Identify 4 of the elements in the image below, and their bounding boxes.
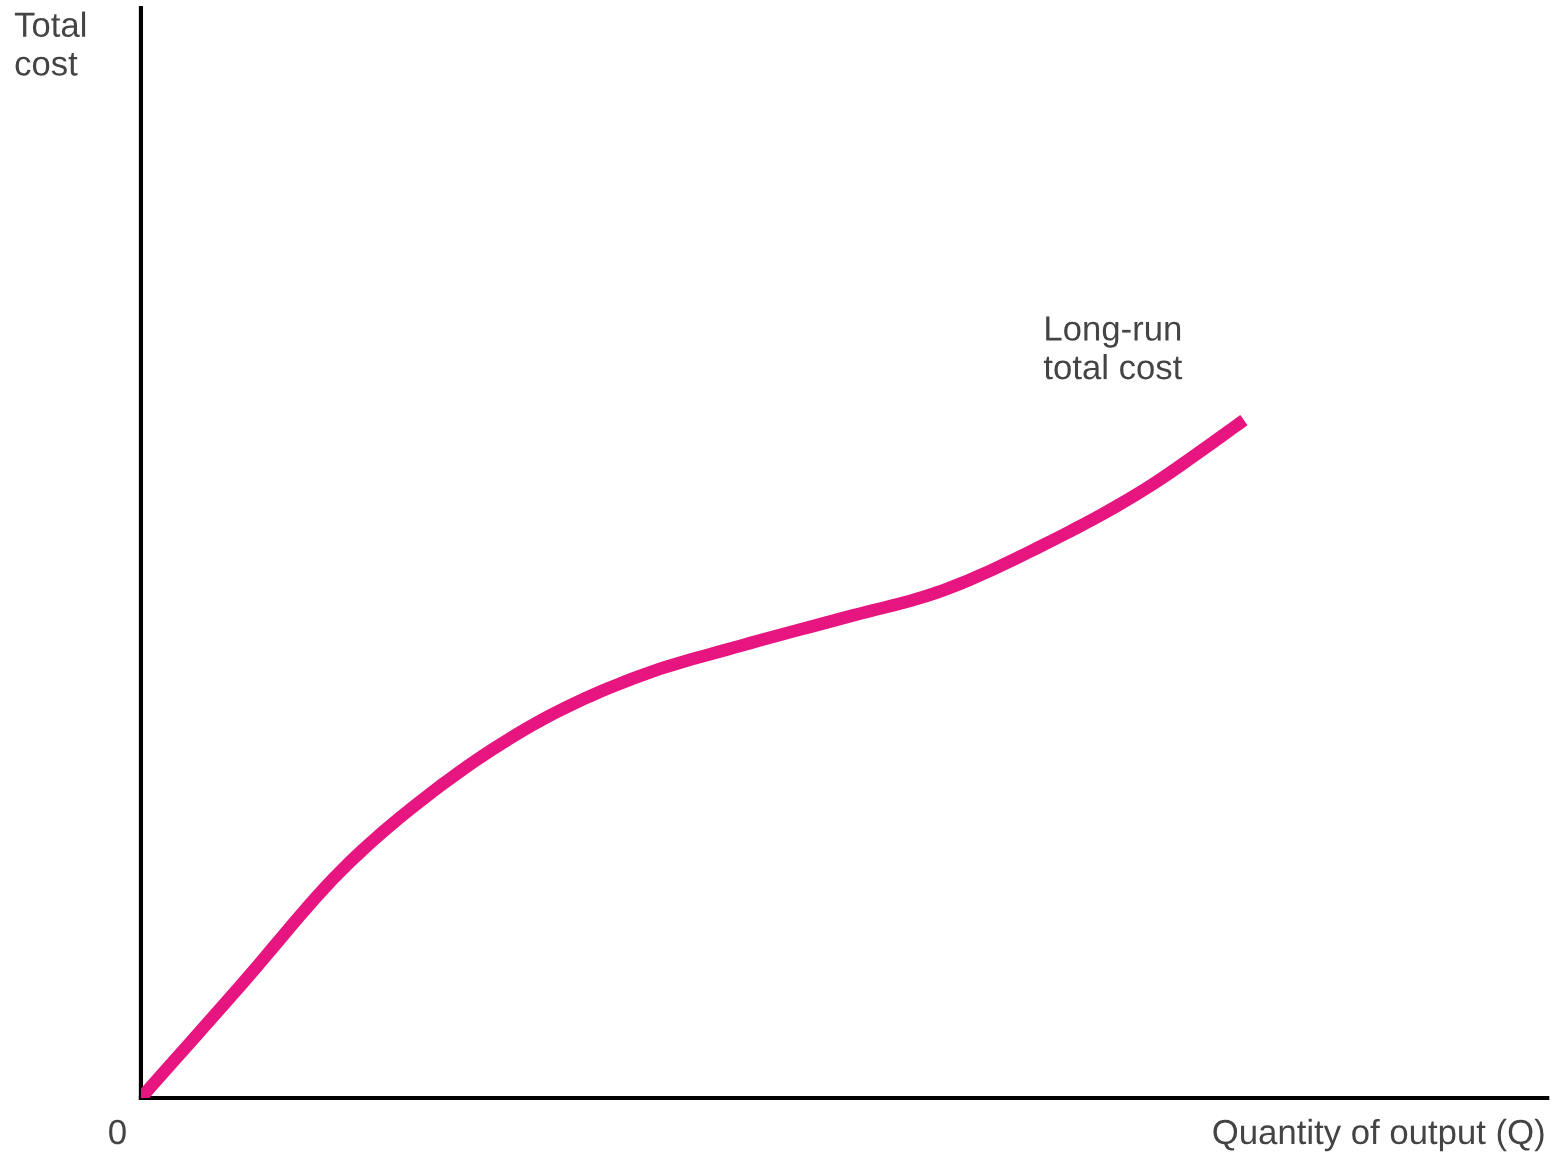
x-axis-title: Quantity of output (Q)	[1213, 1118, 1544, 1152]
text: Total cost	[14, 11, 86, 76]
series-label: Long-run total cost	[1043, 316, 1183, 380]
text: 0	[109, 1119, 126, 1145]
